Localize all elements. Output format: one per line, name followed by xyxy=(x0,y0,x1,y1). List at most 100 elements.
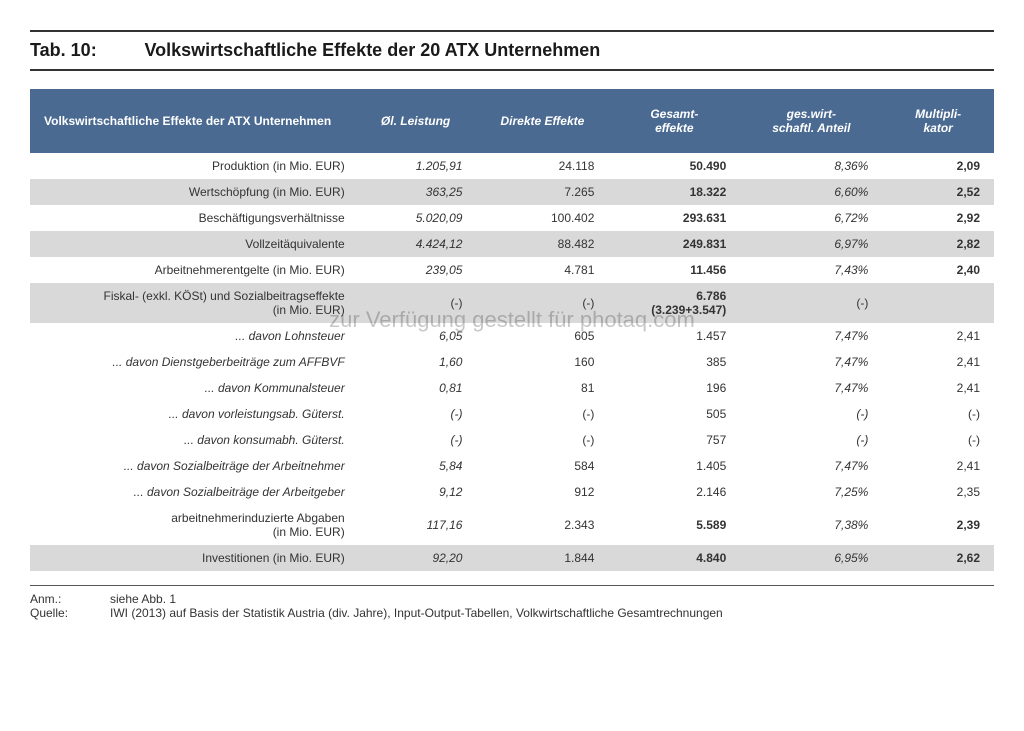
anm-val: siehe Abb. 1 xyxy=(110,592,176,606)
table-cell: 249.831 xyxy=(608,231,740,257)
table-cell: 7,25% xyxy=(740,479,882,505)
table-cell: 4.781 xyxy=(476,257,608,283)
table-row: Produktion (in Mio. EUR)1.205,9124.11850… xyxy=(30,153,994,179)
table-cell: 6,72% xyxy=(740,205,882,231)
table-cell: 1.205,91 xyxy=(355,153,477,179)
table-cell: 2,41 xyxy=(882,375,994,401)
table-cell: 7.265 xyxy=(476,179,608,205)
table-cell: 2,52 xyxy=(882,179,994,205)
table-cell: Vollzeitäquivalente xyxy=(30,231,355,257)
table-cell: 117,16 xyxy=(355,505,477,545)
table-row: ... davon Sozialbeiträge der Arbeitnehme… xyxy=(30,453,994,479)
table-cell: 2,40 xyxy=(882,257,994,283)
table-cell: 4.424,12 xyxy=(355,231,477,257)
table-cell: 7,47% xyxy=(740,349,882,375)
table-cell: (-) xyxy=(740,427,882,453)
table-cell: 2.146 xyxy=(608,479,740,505)
table-cell: ... davon Kommunalsteuer xyxy=(30,375,355,401)
table-cell xyxy=(882,283,994,323)
table-cell: 6,05 xyxy=(355,323,477,349)
table-cell: 1.844 xyxy=(476,545,608,571)
effects-table: Volkswirtschaftliche Effekte der ATX Unt… xyxy=(30,89,994,571)
table-cell: 7,47% xyxy=(740,453,882,479)
table-cell: Wertschöpfung (in Mio. EUR) xyxy=(30,179,355,205)
table-cell: (-) xyxy=(882,427,994,453)
table-cell: 2.343 xyxy=(476,505,608,545)
table-row: Vollzeitäquivalente4.424,1288.482249.831… xyxy=(30,231,994,257)
table-cell: 605 xyxy=(476,323,608,349)
table-row: Fiskal- (exkl. KÖSt) und Sozialbeitragse… xyxy=(30,283,994,323)
table-cell: 2,41 xyxy=(882,453,994,479)
col-header: Volkswirtschaftliche Effekte der ATX Unt… xyxy=(30,89,355,153)
table-caption: Tab. 10: Volkswirtschaftliche Effekte de… xyxy=(30,30,994,71)
table-cell: 1,60 xyxy=(355,349,477,375)
table-cell: 5.589 xyxy=(608,505,740,545)
table-cell: 6,95% xyxy=(740,545,882,571)
col-header: Gesamt-effekte xyxy=(608,89,740,153)
table-row: ... davon Sozialbeiträge der Arbeitgeber… xyxy=(30,479,994,505)
table-cell: 0,81 xyxy=(355,375,477,401)
table-cell: 239,05 xyxy=(355,257,477,283)
table-cell: (-) xyxy=(355,427,477,453)
table-cell: 385 xyxy=(608,349,740,375)
footnotes: Anm.: siehe Abb. 1 Quelle: IWI (2013) au… xyxy=(30,585,994,620)
table-row: Wertschöpfung (in Mio. EUR)363,257.26518… xyxy=(30,179,994,205)
table-row: Beschäftigungsverhältnisse5.020,09100.40… xyxy=(30,205,994,231)
table-cell: Fiskal- (exkl. KÖSt) und Sozialbeitragse… xyxy=(30,283,355,323)
table-cell: 2,09 xyxy=(882,153,994,179)
col-header: Direkte Effekte xyxy=(476,89,608,153)
table-cell: 2,62 xyxy=(882,545,994,571)
table-cell: ... davon Sozialbeiträge der Arbeitnehme… xyxy=(30,453,355,479)
table-cell: 7,47% xyxy=(740,375,882,401)
table-cell: Arbeitnehmerentgelte (in Mio. EUR) xyxy=(30,257,355,283)
table-cell: (-) xyxy=(740,283,882,323)
table-cell: 160 xyxy=(476,349,608,375)
table-row: arbeitnehmerinduzierte Abgaben(in Mio. E… xyxy=(30,505,994,545)
table-row: ... davon Kommunalsteuer0,81811967,47%2,… xyxy=(30,375,994,401)
table-cell: 5,84 xyxy=(355,453,477,479)
table-cell: 196 xyxy=(608,375,740,401)
table-cell: ... davon konsumabh. Güterst. xyxy=(30,427,355,453)
table-cell: (-) xyxy=(476,283,608,323)
table-cell: 1.457 xyxy=(608,323,740,349)
table-cell: 2,41 xyxy=(882,349,994,375)
table-cell: 24.118 xyxy=(476,153,608,179)
table-cell: ... davon Dienstgeberbeiträge zum AFFBVF xyxy=(30,349,355,375)
quelle-val: IWI (2013) auf Basis der Statistik Austr… xyxy=(110,606,723,620)
table-cell: 2,82 xyxy=(882,231,994,257)
table-cell: Beschäftigungsverhältnisse xyxy=(30,205,355,231)
table-cell: 912 xyxy=(476,479,608,505)
table-cell: 584 xyxy=(476,453,608,479)
table-cell: 18.322 xyxy=(608,179,740,205)
table-cell: 11.456 xyxy=(608,257,740,283)
table-cell: (-) xyxy=(476,401,608,427)
table-cell: 6,60% xyxy=(740,179,882,205)
table-cell: 92,20 xyxy=(355,545,477,571)
table-cell: 7,47% xyxy=(740,323,882,349)
header-row: Volkswirtschaftliche Effekte der ATX Unt… xyxy=(30,89,994,153)
table-cell: 2,41 xyxy=(882,323,994,349)
col-header: ges.wirt-schaftl. Anteil xyxy=(740,89,882,153)
table-cell: 293.631 xyxy=(608,205,740,231)
table-cell: 505 xyxy=(608,401,740,427)
table-cell: 4.840 xyxy=(608,545,740,571)
table-cell: 100.402 xyxy=(476,205,608,231)
table-cell: 6,97% xyxy=(740,231,882,257)
table-cell: ... davon Sozialbeiträge der Arbeitgeber xyxy=(30,479,355,505)
table-cell: 2,92 xyxy=(882,205,994,231)
table-cell: 88.482 xyxy=(476,231,608,257)
table-body: Produktion (in Mio. EUR)1.205,9124.11850… xyxy=(30,153,994,571)
table-cell: 81 xyxy=(476,375,608,401)
quelle-key: Quelle: xyxy=(30,606,110,620)
table-cell: 363,25 xyxy=(355,179,477,205)
table-cell: (-) xyxy=(355,401,477,427)
table-cell: ... davon vorleistungsab. Güterst. xyxy=(30,401,355,427)
tab-title: Volkswirtschaftliche Effekte der 20 ATX … xyxy=(144,40,600,61)
table-row: Investitionen (in Mio. EUR)92,201.8444.8… xyxy=(30,545,994,571)
table-cell: 2,39 xyxy=(882,505,994,545)
table-row: ... davon Lohnsteuer6,056051.4577,47%2,4… xyxy=(30,323,994,349)
table-cell: Investitionen (in Mio. EUR) xyxy=(30,545,355,571)
col-header: Øl. Leistung xyxy=(355,89,477,153)
table-cell: 9,12 xyxy=(355,479,477,505)
anm-key: Anm.: xyxy=(30,592,110,606)
